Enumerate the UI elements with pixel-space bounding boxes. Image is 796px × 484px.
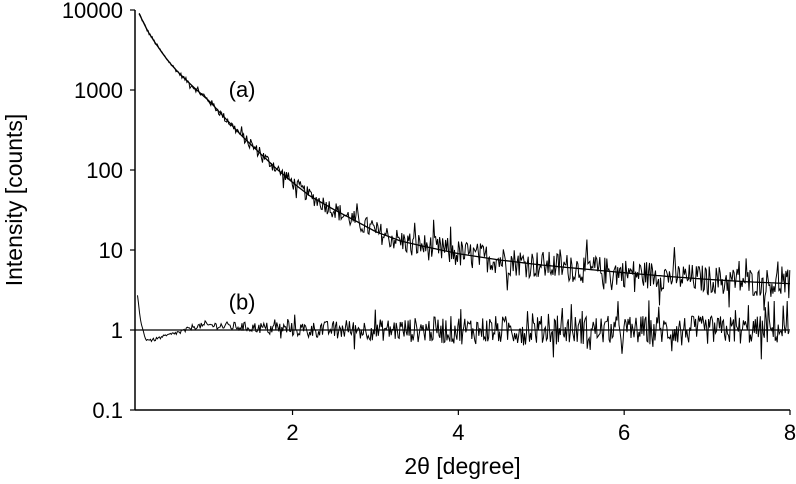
- series-layer: [135, 12, 791, 360]
- y-tick-label: 10000: [62, 0, 123, 23]
- y-tick-label: 100: [86, 158, 123, 183]
- series-1-fit-line: [138, 13, 791, 285]
- y-axis-label: Intensity [counts]: [1, 114, 27, 287]
- y-tick-label: 0.1: [92, 398, 123, 423]
- annotation-b: (b): [229, 290, 256, 315]
- y-tick-label: 1: [111, 318, 123, 343]
- axes-layer: [134, 10, 790, 411]
- x-tick-label: 2: [286, 420, 298, 445]
- annot-layer: (a) (b): [229, 77, 256, 315]
- x-axis-label: 2θ [degree]: [404, 453, 520, 479]
- annotation-a: (a): [229, 77, 256, 102]
- x-tick-label: 6: [618, 420, 630, 445]
- y-tick-label: 10: [99, 238, 123, 263]
- x-tick-label: 4: [452, 420, 464, 445]
- x-tick-label: 8: [784, 420, 796, 445]
- y-tick-label: 1000: [74, 78, 123, 103]
- ticks-layer: 0.1 1 10 100 1000 10000 2 4 6 8: [62, 0, 796, 445]
- series-0-data-line: [138, 12, 791, 311]
